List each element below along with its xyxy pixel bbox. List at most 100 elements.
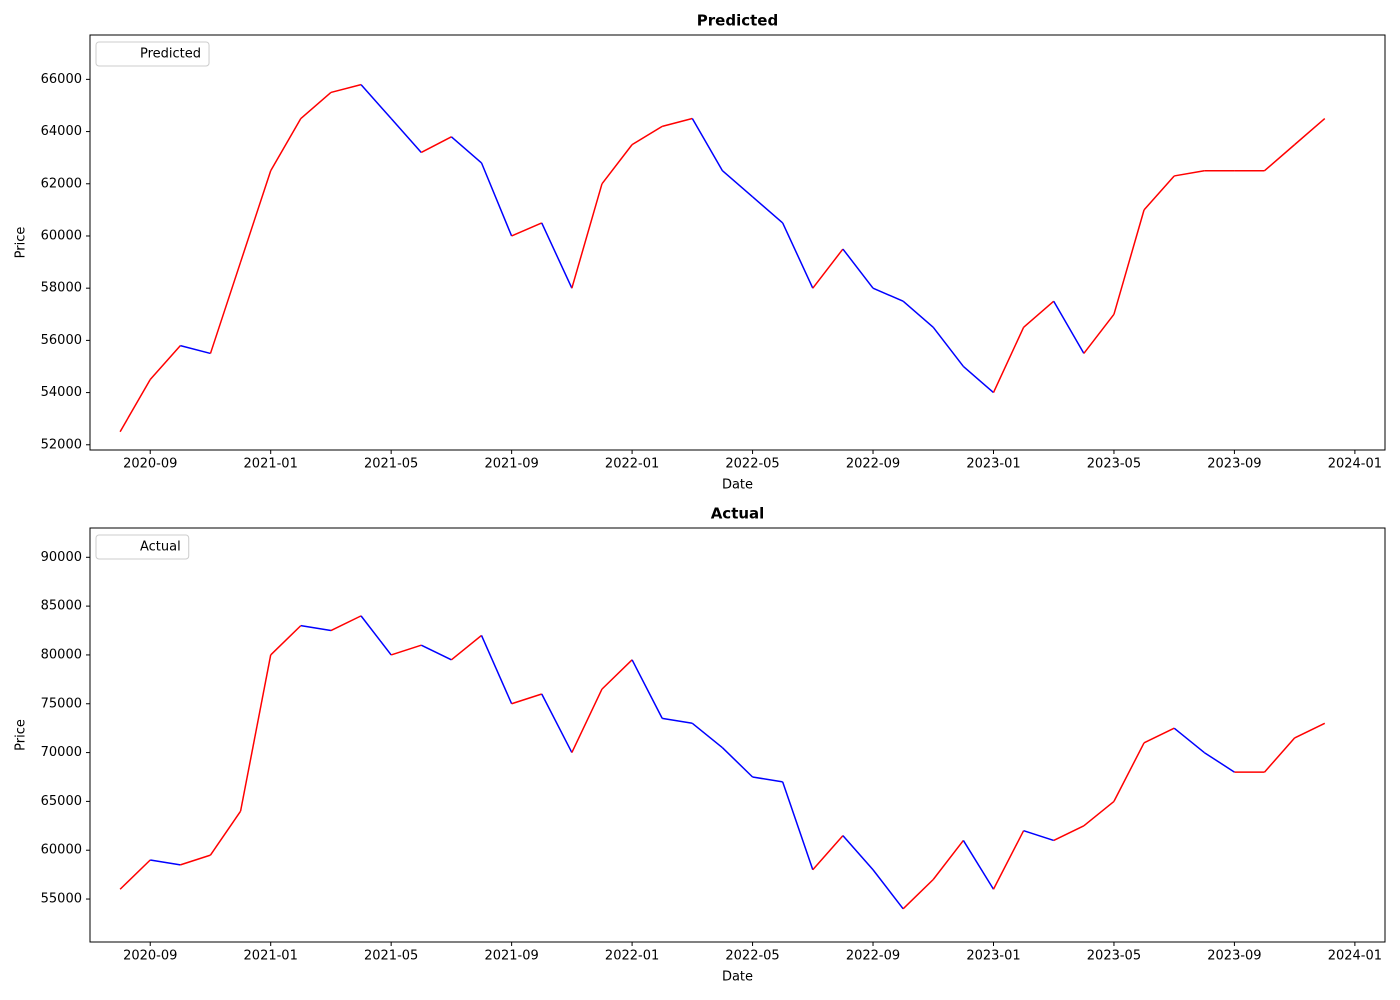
y-tick-label: 60000 xyxy=(41,228,82,243)
x-tick-label: 2021-09 xyxy=(484,457,538,472)
line-segment xyxy=(1173,727,1205,754)
line-segment xyxy=(541,222,573,289)
legend-box xyxy=(95,41,210,67)
line-segment xyxy=(270,625,302,656)
line-segment xyxy=(601,144,633,185)
x-tick-label: 2023-09 xyxy=(1207,949,1261,964)
x-tick-label: 2024-01 xyxy=(1328,457,1382,472)
y-tick-label: 85000 xyxy=(41,599,82,614)
line-segment xyxy=(149,345,181,381)
line-segment xyxy=(330,615,362,632)
x-tick-label: 2023-01 xyxy=(966,457,1020,472)
line-segment xyxy=(1263,737,1296,773)
line-segment xyxy=(239,170,272,263)
plot-area xyxy=(89,527,1386,943)
y-tick-label: 62000 xyxy=(41,176,82,191)
line-segment xyxy=(1113,742,1145,802)
x-tick-label: 2023-05 xyxy=(1087,457,1141,472)
line-segment xyxy=(360,615,392,656)
line-segment xyxy=(872,869,904,910)
x-tick-label: 2020-09 xyxy=(123,949,177,964)
chart-title: Predicted xyxy=(697,12,778,30)
line-segment xyxy=(812,248,844,289)
line-segment xyxy=(180,344,211,355)
legend-label: Actual xyxy=(140,540,181,555)
line-segment xyxy=(721,747,754,778)
line-segment xyxy=(752,776,783,783)
x-tick-label: 2021-05 xyxy=(364,457,418,472)
x-axis-label: Date xyxy=(722,478,753,493)
line-segment xyxy=(209,810,242,856)
line-segment xyxy=(1083,800,1115,827)
legend-label: Predicted xyxy=(140,47,201,62)
y-tick-label: 70000 xyxy=(41,745,82,760)
line-segment xyxy=(662,117,693,128)
line-segment xyxy=(752,196,784,224)
line-segment xyxy=(330,83,362,94)
y-tick-label: 65000 xyxy=(41,794,82,809)
y-tick-label: 90000 xyxy=(41,550,82,565)
y-tick-label: 66000 xyxy=(41,72,82,87)
line-segment xyxy=(1113,209,1145,315)
line-segment xyxy=(1264,144,1296,172)
line-segment xyxy=(962,365,994,394)
line-segment xyxy=(150,859,181,866)
line-segment xyxy=(842,835,874,871)
line-segment xyxy=(691,118,724,172)
line-segment xyxy=(691,722,723,749)
x-tick-label: 2022-05 xyxy=(725,949,779,964)
line-segment xyxy=(209,261,242,354)
line-segment xyxy=(1294,117,1326,146)
x-tick-label: 2024-01 xyxy=(1328,949,1382,964)
line-segment xyxy=(902,878,934,910)
x-tick-label: 2022-01 xyxy=(605,949,659,964)
x-tick-label: 2021-01 xyxy=(244,457,298,472)
plot-area xyxy=(89,34,1386,451)
line-segment xyxy=(480,162,513,237)
line-segment xyxy=(300,91,332,120)
y-tick-label: 52000 xyxy=(41,437,82,452)
line-segment xyxy=(962,840,995,890)
y-tick-label: 64000 xyxy=(41,124,82,139)
x-tick-label: 2022-09 xyxy=(846,457,900,472)
line-segment xyxy=(932,839,964,880)
line-segment xyxy=(992,830,1025,890)
line-segment xyxy=(902,300,934,328)
line-segment xyxy=(631,125,663,146)
line-segment xyxy=(300,624,332,632)
x-tick-label: 2023-01 xyxy=(966,949,1020,964)
y-tick-label: 54000 xyxy=(41,385,82,400)
line-segment xyxy=(1053,825,1085,842)
y-axis-label: Price xyxy=(14,719,29,751)
line-segment xyxy=(420,136,452,154)
line-segment xyxy=(1143,727,1175,744)
x-tick-label: 2021-09 xyxy=(484,949,538,964)
y-tick-label: 55000 xyxy=(41,892,82,907)
line-segment xyxy=(1053,300,1085,354)
line-segment xyxy=(1203,751,1235,773)
line-segment xyxy=(571,688,603,753)
line-segment xyxy=(812,835,844,871)
x-tick-label: 2022-05 xyxy=(725,457,779,472)
line-segment xyxy=(180,854,211,866)
x-tick-label: 2022-09 xyxy=(846,949,900,964)
line-segment xyxy=(781,222,814,289)
line-segment xyxy=(1023,300,1055,328)
line-segment xyxy=(390,644,422,656)
line-segment xyxy=(541,693,573,753)
line-segment xyxy=(932,326,964,367)
line-segment xyxy=(119,859,151,890)
x-tick-label: 2022-01 xyxy=(605,457,659,472)
line-segment xyxy=(1174,169,1205,177)
line-segment xyxy=(662,717,693,725)
line-segment xyxy=(631,659,663,719)
line-segment xyxy=(992,327,1025,393)
line-segment xyxy=(239,654,272,812)
x-tick-label: 2021-01 xyxy=(244,949,298,964)
line-segment xyxy=(1083,313,1115,354)
line-segment xyxy=(511,693,542,705)
y-tick-label: 80000 xyxy=(41,647,82,662)
line-segment xyxy=(601,659,633,690)
y-tick-label: 58000 xyxy=(41,281,82,296)
